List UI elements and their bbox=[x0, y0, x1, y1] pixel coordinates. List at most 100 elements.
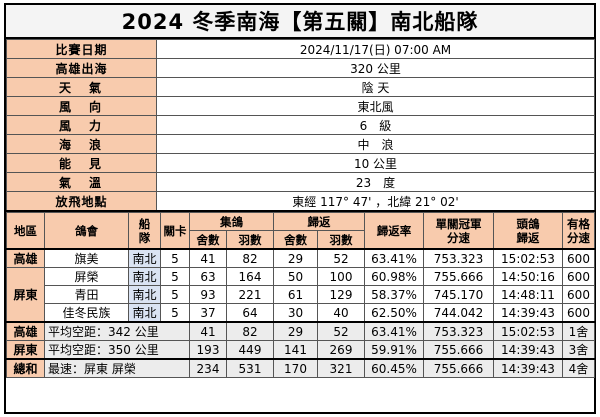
collect-birds-cell: 164 bbox=[226, 267, 274, 286]
header-collect-birds: 羽數 bbox=[226, 230, 274, 250]
header-return: 歸返 bbox=[273, 212, 365, 231]
return-houses-cell: 50 bbox=[273, 267, 318, 286]
return-rate-cell: 58.37% bbox=[364, 285, 424, 304]
speed-cell: 755.666 bbox=[423, 340, 494, 360]
header-region: 地區 bbox=[6, 212, 45, 250]
header-return-birds: 羽數 bbox=[317, 230, 365, 250]
info-value: 320 公里 bbox=[156, 58, 595, 78]
report-title: 2024 冬季南海【第五關】南北船隊 bbox=[6, 5, 594, 39]
collect-houses-cell: 234 bbox=[189, 358, 227, 378]
region-cell: 高雄 bbox=[6, 248, 45, 268]
stage-cell: 5 bbox=[160, 267, 190, 286]
info-label: 天 氣 bbox=[6, 77, 157, 97]
info-row: 能 見 10 公里 bbox=[6, 153, 595, 173]
speed-cell: 753.323 bbox=[423, 321, 494, 341]
info-value: 10 公里 bbox=[156, 153, 595, 173]
info-row: 海 浪中 浪 bbox=[6, 134, 595, 154]
collect-houses-cell: 37 bbox=[189, 303, 227, 323]
info-label: 比賽日期 bbox=[6, 39, 157, 59]
collect-houses-cell: 63 bbox=[189, 267, 227, 286]
info-label: 風 力 bbox=[6, 115, 157, 135]
info-label: 能 見 bbox=[6, 153, 157, 173]
return-birds-cell: 52 bbox=[317, 248, 365, 268]
valid-speed-cell: 600 bbox=[562, 267, 595, 286]
header-champion-speed: 單關冠軍 分速 bbox=[423, 212, 494, 250]
first-return-cell: 14:39:43 bbox=[493, 303, 563, 323]
table-row: 高雄 旗美 南北 5 41 82 29 52 63.41% 753.323 15… bbox=[6, 248, 595, 268]
info-label: 風 向 bbox=[6, 96, 157, 116]
return-birds-cell: 129 bbox=[317, 285, 365, 304]
speed-cell: 755.666 bbox=[423, 358, 494, 378]
return-houses-cell: 29 bbox=[273, 321, 318, 341]
collect-birds-cell: 449 bbox=[226, 340, 274, 360]
info-value: 東北風 bbox=[156, 96, 595, 116]
header-collect: 集鴿 bbox=[189, 212, 274, 231]
return-birds-cell: 40 bbox=[317, 303, 365, 323]
total-row: 總和 最速：屏東 屏榮 234 531 170 321 60.45% 755.6… bbox=[6, 358, 595, 378]
return-houses-cell: 61 bbox=[273, 285, 318, 304]
info-row: 氣 溫 23 度 bbox=[6, 172, 595, 192]
header-fleet: 船 隊 bbox=[128, 212, 161, 250]
valid-speed-cell: 4舍 bbox=[562, 358, 595, 378]
collect-houses-cell: 41 bbox=[189, 248, 227, 268]
return-rate-cell: 60.45% bbox=[364, 358, 424, 378]
collect-houses-cell: 93 bbox=[189, 285, 227, 304]
info-value: 陰 天 bbox=[156, 77, 595, 97]
summary-row: 高雄 平均空距：342 公里 41 82 29 52 63.41% 753.32… bbox=[6, 321, 595, 341]
first-return-cell: 15:02:53 bbox=[493, 321, 563, 341]
return-rate-cell: 60.98% bbox=[364, 267, 424, 286]
fleet-cell: 南北 bbox=[128, 267, 161, 286]
return-birds-cell: 269 bbox=[317, 340, 365, 360]
summary-label-cell: 平均空距：342 公里 bbox=[44, 321, 190, 341]
club-cell: 旗美 bbox=[44, 248, 129, 268]
fleet-cell: 南北 bbox=[128, 248, 161, 268]
valid-speed-cell: 600 bbox=[562, 303, 595, 323]
return-rate-cell: 62.50% bbox=[364, 303, 424, 323]
first-return-cell: 14:50:16 bbox=[493, 267, 563, 286]
info-label: 高雄出海 bbox=[6, 58, 157, 78]
fleet-cell: 南北 bbox=[128, 285, 161, 304]
club-cell: 屏榮 bbox=[44, 267, 129, 286]
info-row: 放飛地點 東經 117° 47' ，北緯 21° 02' bbox=[6, 191, 595, 212]
valid-speed-cell: 600 bbox=[562, 248, 595, 268]
summary-region-cell: 高雄 bbox=[6, 321, 45, 341]
summary-label-cell: 平均空距：350 公里 bbox=[44, 340, 190, 360]
info-value: 中 浪 bbox=[156, 134, 595, 154]
results-table: 地區 鴿會 船 隊 關卡 集鴿 歸返 歸返率 單關冠軍 分速 頭鴿 歸返 有格 … bbox=[6, 212, 595, 378]
info-row: 風 向東北風 bbox=[6, 96, 595, 116]
club-cell: 青田 bbox=[44, 285, 129, 304]
collect-houses-cell: 193 bbox=[189, 340, 227, 360]
collect-birds-cell: 531 bbox=[226, 358, 274, 378]
info-value: 6 級 bbox=[156, 115, 595, 135]
stage-cell: 5 bbox=[160, 285, 190, 304]
first-return-cell: 14:39:43 bbox=[493, 358, 563, 378]
table-row: 佳冬民族 南北 5 37 64 30 40 62.50% 744.042 14:… bbox=[7, 303, 595, 323]
table-row: 屏東 屏榮 南北 5 63 164 50 100 60.98% 755.666 … bbox=[6, 267, 595, 323]
stage-cell: 5 bbox=[160, 303, 190, 323]
total-region-cell: 總和 bbox=[6, 358, 45, 378]
info-row: 高雄出海 320 公里 bbox=[6, 58, 595, 78]
speed-cell: 745.170 bbox=[423, 285, 494, 304]
info-row: 比賽日期 2024/11/17(日) 07:00 AM bbox=[6, 39, 595, 59]
summary-region-cell: 屏東 bbox=[6, 340, 45, 360]
return-houses-cell: 29 bbox=[273, 248, 318, 268]
return-birds-cell: 100 bbox=[317, 267, 365, 286]
fleet-cell: 南北 bbox=[128, 303, 161, 323]
race-report: 2024 冬季南海【第五關】南北船隊 比賽日期 2024/11/17(日) 07:… bbox=[4, 3, 596, 414]
collect-birds-cell: 221 bbox=[226, 285, 274, 304]
info-label: 氣 溫 bbox=[6, 172, 157, 192]
collect-birds-cell: 82 bbox=[226, 321, 274, 341]
speed-cell: 755.666 bbox=[423, 267, 494, 286]
return-houses-cell: 141 bbox=[273, 340, 318, 360]
first-return-cell: 14:48:11 bbox=[493, 285, 563, 304]
header-valid-speed: 有格 分速 bbox=[562, 212, 595, 250]
info-value: 東經 117° 47' ，北緯 21° 02' bbox=[156, 191, 595, 212]
speed-cell: 744.042 bbox=[423, 303, 494, 323]
info-value: 23 度 bbox=[156, 172, 595, 192]
collect-birds-cell: 64 bbox=[226, 303, 274, 323]
header-return-rate: 歸返率 bbox=[364, 212, 424, 250]
collect-birds-cell: 82 bbox=[226, 248, 274, 268]
info-row: 天 氣陰 天 bbox=[6, 77, 595, 97]
return-houses-cell: 170 bbox=[273, 358, 318, 378]
region-cell: 屏東 bbox=[6, 267, 45, 323]
